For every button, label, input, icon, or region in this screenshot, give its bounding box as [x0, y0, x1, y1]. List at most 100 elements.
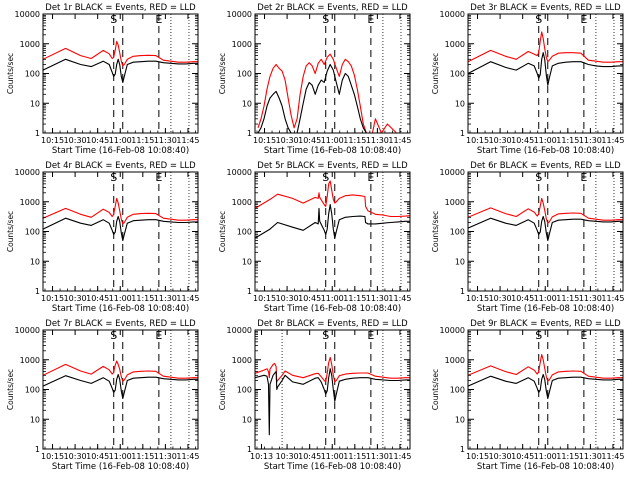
- x-tick-label: 10:45: [298, 452, 321, 461]
- x-axis-label: Start Time (16-Feb-08 10:08:40): [52, 146, 189, 156]
- x-tick-label: 11:15: [343, 136, 366, 145]
- y-tick-label: 100: [237, 70, 252, 79]
- y-axis-label: Counts/sec: [6, 53, 15, 94]
- x-tick-label: 10:45: [511, 136, 534, 145]
- marker-label: E: [580, 171, 587, 184]
- y-tick-label: 10: [455, 415, 465, 424]
- x-tick-label: 10:15: [466, 294, 489, 303]
- series-line-lld: [468, 197, 623, 224]
- y-tick-label: 1000: [232, 40, 252, 49]
- x-axis-label: Start Time (16-Feb-08 10:08:40): [264, 462, 401, 472]
- series-line-events: [468, 52, 623, 86]
- series-line-lld: [255, 356, 410, 383]
- series-line-lld: [43, 360, 198, 382]
- series-line-lld: [257, 53, 406, 133]
- chart-title: Det 8r BLACK = Events, RED = LLD: [257, 319, 408, 329]
- x-tick-label: 11:00: [534, 136, 557, 145]
- y-tick-label: 10: [455, 257, 465, 266]
- x-tick-label: 11:00: [321, 452, 344, 461]
- series-line-events: [257, 63, 367, 133]
- y-axis-label: Counts/sec: [431, 53, 440, 94]
- x-tick-label: 11:00: [109, 294, 132, 303]
- y-tick-label: 1: [247, 129, 252, 138]
- y-tick-label: 1: [460, 129, 465, 138]
- y-tick-label: 100: [25, 70, 40, 79]
- x-tick-label: 11:30: [579, 452, 602, 461]
- x-tick-label: 10:45: [298, 136, 321, 145]
- y-tick-label: 1000: [232, 356, 252, 365]
- y-tick-label: 10000: [440, 168, 465, 177]
- marker-label: E: [580, 329, 587, 342]
- y-tick-label: 10000: [440, 10, 465, 19]
- x-tick-label: 11:30: [579, 294, 602, 303]
- x-tick-label: 11:45: [601, 294, 624, 303]
- marker-label: E: [155, 171, 162, 184]
- x-axis-label: Start Time (16-Feb-08 10:08:40): [52, 304, 189, 314]
- y-tick-label: 10000: [227, 168, 252, 177]
- x-tick-label: 11:45: [601, 136, 624, 145]
- x-tick-label: 10:30: [276, 452, 299, 461]
- x-tick-label: 10:15: [253, 136, 276, 145]
- series-line-lld: [43, 40, 198, 67]
- y-tick-label: 1: [35, 287, 40, 296]
- x-axis-label: Start Time (16-Feb-08 10:08:40): [264, 146, 401, 156]
- y-tick-label: 1: [247, 445, 252, 454]
- chart-title: Det 2r BLACK = Events, RED = LLD: [257, 3, 408, 13]
- chart-title: Det 1r BLACK = Events, RED = LLD: [45, 3, 196, 13]
- y-tick-label: 10000: [227, 10, 252, 19]
- series-line-events: [43, 373, 198, 400]
- x-tick-label: 11:45: [601, 452, 624, 461]
- y-tick-label: 1: [247, 287, 252, 296]
- y-tick-label: 100: [25, 386, 40, 395]
- y-tick-label: 1000: [20, 198, 40, 207]
- series-line-lld: [468, 31, 623, 63]
- x-tick-label: 10:30: [489, 136, 512, 145]
- x-tick-label: 10:15: [41, 452, 64, 461]
- y-tick-label: 1000: [445, 198, 465, 207]
- series-group: [468, 353, 623, 400]
- x-tick-label: 10:30: [489, 294, 512, 303]
- y-tick-label: 1: [35, 129, 40, 138]
- x-tick-label: 10:30: [64, 294, 87, 303]
- y-tick-label: 100: [450, 70, 465, 79]
- x-tick-label: 11:00: [534, 452, 557, 461]
- x-tick-label: 10:13: [250, 452, 273, 461]
- x-tick-label: 10:30: [64, 452, 87, 461]
- x-tick-label: 11:30: [579, 136, 602, 145]
- x-tick-label: 11:00: [321, 136, 344, 145]
- y-tick-label: 100: [450, 228, 465, 237]
- x-tick-label: 11:30: [366, 136, 389, 145]
- panel-grid: Det 1r BLACK = Events, RED = LLD S E 1 10 100…: [6, 3, 624, 472]
- x-tick-label: 10:15: [41, 136, 64, 145]
- x-tick-label: 11:45: [388, 452, 411, 461]
- series-group: [255, 180, 410, 239]
- x-tick-label: 10:30: [276, 294, 299, 303]
- y-axis-label: Counts/sec: [218, 369, 227, 410]
- chart-title: Det 5r BLACK = Events, RED = LLD: [257, 161, 408, 171]
- x-tick-label: 10:45: [86, 136, 109, 145]
- y-tick-label: 10: [242, 257, 252, 266]
- marker-label: E: [155, 13, 162, 26]
- chart-title: Det 6r BLACK = Events, RED = LLD: [470, 161, 621, 171]
- x-tick-label: 10:45: [86, 452, 109, 461]
- x-tick-label: 11:45: [388, 294, 411, 303]
- x-tick-label: 10:15: [466, 136, 489, 145]
- y-tick-label: 100: [237, 228, 252, 237]
- chart-title: Det 7r BLACK = Events, RED = LLD: [45, 319, 196, 329]
- marker-label: S: [535, 171, 542, 184]
- x-axis-label: Start Time (16-Feb-08 10:08:40): [477, 146, 614, 156]
- y-tick-label: 10: [242, 415, 252, 424]
- series-group: [257, 53, 406, 133]
- y-axis-label: Counts/sec: [431, 369, 440, 410]
- x-axis-label: Start Time (16-Feb-08 10:08:40): [52, 462, 189, 472]
- y-axis-label: Counts/sec: [6, 369, 15, 410]
- marker-label: S: [535, 329, 542, 342]
- x-tick-label: 11:00: [109, 136, 132, 145]
- x-axis-label: Start Time (16-Feb-08 10:08:40): [477, 304, 614, 314]
